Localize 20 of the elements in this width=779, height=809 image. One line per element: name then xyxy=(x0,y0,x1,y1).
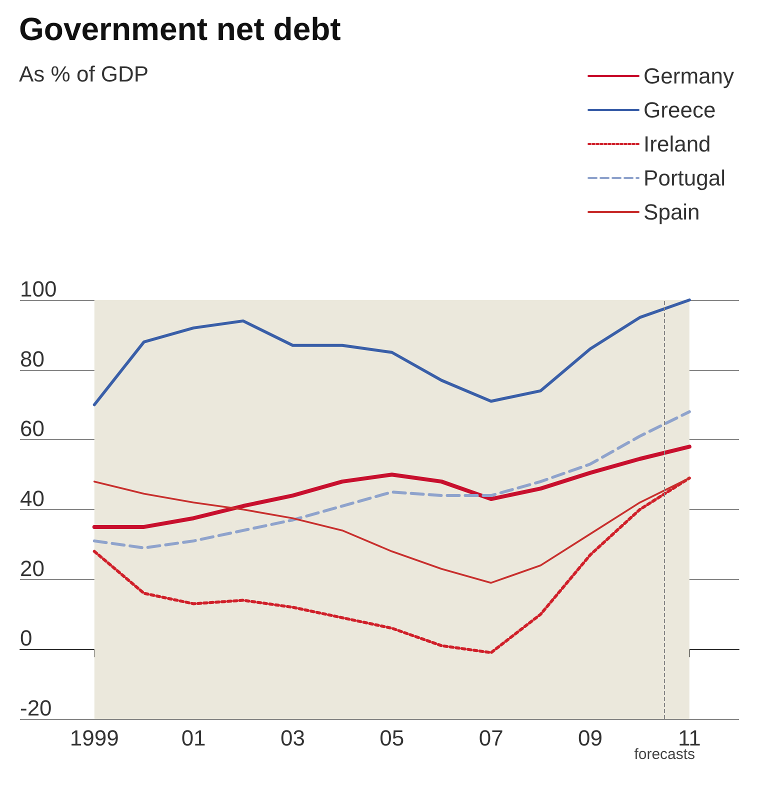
chart-title: Government net debt xyxy=(19,11,342,47)
y-tick-label: -20 xyxy=(20,696,52,720)
x-tick-label: 09 xyxy=(578,726,602,750)
x-tick-label: 07 xyxy=(478,726,504,750)
chart-subtitle: As % of GDP xyxy=(19,62,149,86)
y-tick-label: 60 xyxy=(20,416,44,442)
legend-label: Germany xyxy=(644,64,734,88)
x-tick-label: 05 xyxy=(380,726,404,750)
legend-label: Portugal xyxy=(644,166,726,190)
y-tick-label: 20 xyxy=(20,556,44,581)
legend-label: Greece xyxy=(644,98,716,122)
legend-label: Ireland xyxy=(644,132,711,156)
y-tick-label: 0 xyxy=(20,626,32,651)
x-tick-label: 01 xyxy=(181,726,206,750)
x-tick-label: 1999 xyxy=(70,726,119,750)
legend-label: Spain xyxy=(644,200,700,224)
x-tick-label: 03 xyxy=(280,726,305,750)
y-tick-label: 40 xyxy=(20,486,44,511)
y-tick-label: 80 xyxy=(20,346,44,372)
y-tick-label: 100 xyxy=(20,276,57,302)
